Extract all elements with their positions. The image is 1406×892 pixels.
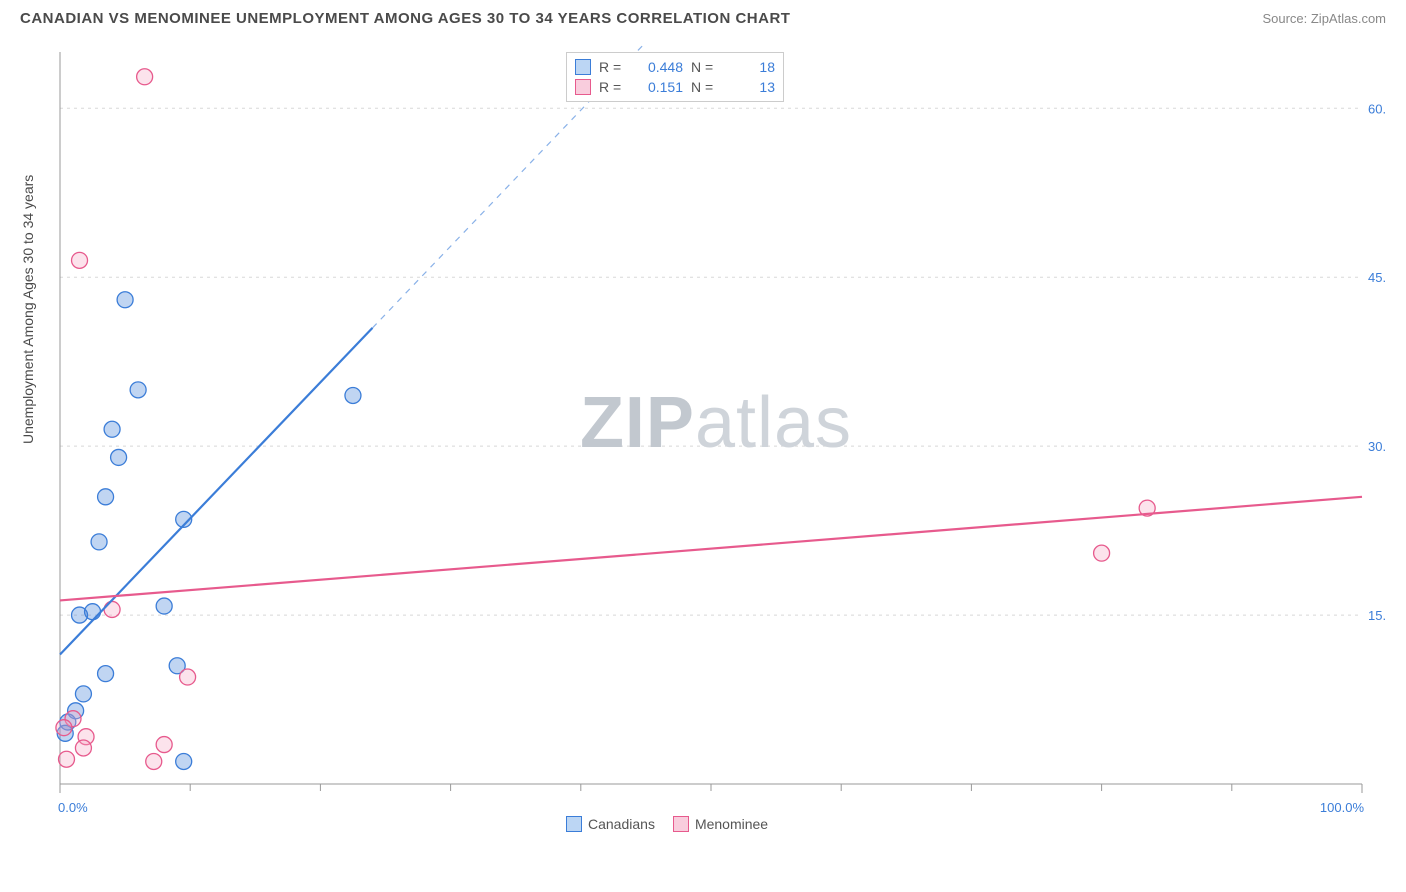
svg-text:15.0%: 15.0% bbox=[1368, 608, 1386, 623]
legend-item-canadians: Canadians bbox=[566, 816, 655, 832]
data-point-menominee bbox=[1094, 545, 1110, 561]
r-label: R = bbox=[599, 79, 627, 95]
n-value: 18 bbox=[727, 59, 775, 75]
r-label: R = bbox=[599, 59, 627, 75]
data-point-menominee bbox=[75, 740, 91, 756]
data-point-menominee bbox=[146, 753, 162, 769]
swatch-menominee bbox=[673, 816, 689, 832]
r-value: 0.448 bbox=[635, 59, 683, 75]
legend-item-menominee: Menominee bbox=[673, 816, 768, 832]
data-point-canadians bbox=[176, 753, 192, 769]
chart-header: CANADIAN VS MENOMINEE UNEMPLOYMENT AMONG… bbox=[0, 0, 1406, 33]
data-point-canadians bbox=[104, 421, 120, 437]
data-point-canadians bbox=[98, 666, 114, 682]
data-point-menominee bbox=[137, 69, 153, 85]
data-point-canadians bbox=[98, 489, 114, 505]
chart-area: Unemployment Among Ages 30 to 34 years 1… bbox=[46, 44, 1386, 834]
data-point-canadians bbox=[72, 607, 88, 623]
data-point-canadians bbox=[156, 598, 172, 614]
legend-label: Menominee bbox=[695, 816, 768, 832]
legend-label: Canadians bbox=[588, 816, 655, 832]
legend-row-canadians: R = 0.448 N = 18 bbox=[575, 57, 775, 77]
data-point-menominee bbox=[56, 720, 72, 736]
svg-text:45.0%: 45.0% bbox=[1368, 270, 1386, 285]
data-point-canadians bbox=[91, 534, 107, 550]
data-point-canadians bbox=[117, 292, 133, 308]
data-point-canadians bbox=[75, 686, 91, 702]
data-point-canadians bbox=[111, 449, 127, 465]
source-label: Source: ZipAtlas.com bbox=[1262, 11, 1386, 26]
n-label: N = bbox=[691, 59, 719, 75]
svg-text:30.0%: 30.0% bbox=[1368, 439, 1386, 454]
data-point-menominee bbox=[104, 601, 120, 617]
data-point-menominee bbox=[59, 751, 75, 767]
trend-line-menominee bbox=[60, 497, 1362, 601]
scatter-plot: 15.0% 30.0% 45.0% 60.0% 0.0% 100.0% bbox=[46, 44, 1386, 834]
n-label: N = bbox=[691, 79, 719, 95]
data-point-canadians bbox=[345, 387, 361, 403]
chart-title: CANADIAN VS MENOMINEE UNEMPLOYMENT AMONG… bbox=[20, 10, 790, 27]
legend-row-menominee: R = 0.151 N = 13 bbox=[575, 77, 775, 97]
svg-text:0.0%: 0.0% bbox=[58, 800, 88, 815]
swatch-canadians bbox=[566, 816, 582, 832]
correlation-legend: R = 0.448 N = 18 R = 0.151 N = 13 bbox=[566, 52, 784, 102]
series-legend: Canadians Menominee bbox=[566, 816, 768, 832]
data-point-menominee bbox=[156, 737, 172, 753]
data-point-menominee bbox=[72, 252, 88, 268]
y-axis-label: Unemployment Among Ages 30 to 34 years bbox=[20, 175, 36, 444]
swatch-menominee bbox=[575, 79, 591, 95]
data-point-menominee bbox=[180, 669, 196, 685]
svg-text:100.0%: 100.0% bbox=[1320, 800, 1365, 815]
r-value: 0.151 bbox=[635, 79, 683, 95]
svg-text:60.0%: 60.0% bbox=[1368, 101, 1386, 116]
n-value: 13 bbox=[727, 79, 775, 95]
swatch-canadians bbox=[575, 59, 591, 75]
data-point-canadians bbox=[130, 382, 146, 398]
